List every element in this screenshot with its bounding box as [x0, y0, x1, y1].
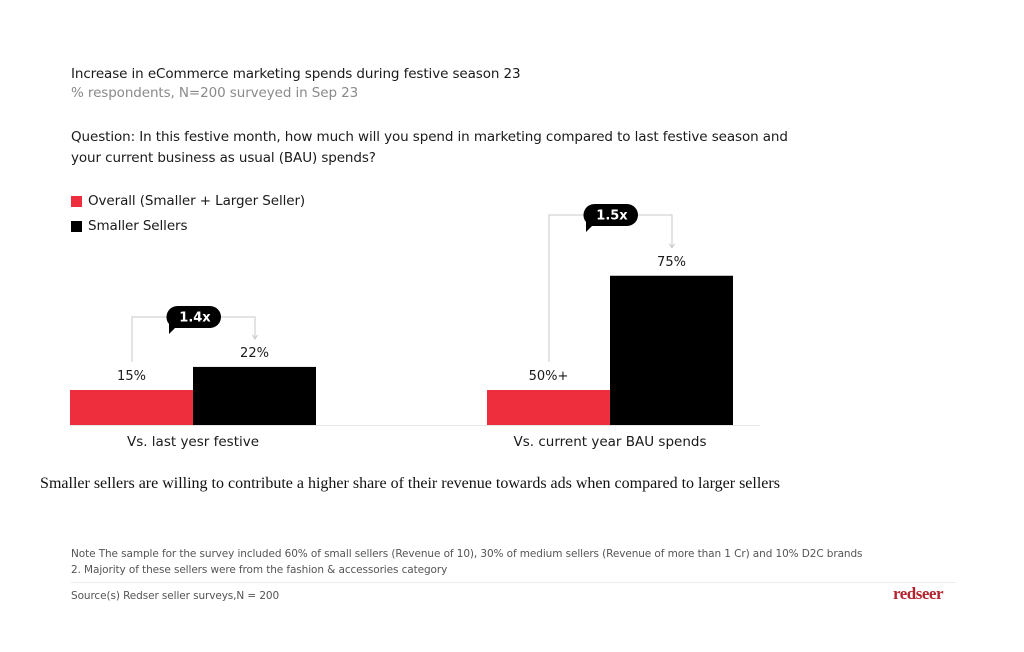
footer-divider — [71, 582, 956, 583]
multiplier-callout-label: 1.4x — [179, 311, 211, 326]
footnote-line-2: 2. Majority of these sellers were from t… — [71, 564, 448, 576]
bracket-arrow-icon — [252, 334, 258, 340]
chart-title: Increase in eCommerce marketing spends d… — [71, 66, 521, 82]
data-label-overall: 15% — [117, 369, 146, 384]
multiplier-callout-label: 1.5x — [596, 209, 628, 224]
legend-swatch-overall — [71, 195, 82, 207]
data-label-smaller-sellers: 75% — [657, 255, 686, 270]
multiplier-callout-bubble — [583, 203, 638, 232]
data-label-smaller-sellers: 22% — [240, 346, 269, 361]
category-label: Vs. current year BAU spends — [514, 434, 707, 450]
key-takeaway: Smaller sellers are willing to contribut… — [40, 475, 780, 492]
redseer-logo: redseer — [893, 584, 944, 603]
multiplier-callout-bubble — [166, 305, 221, 334]
legend-label-overall: Overall (Smaller + Larger Seller) — [88, 193, 306, 209]
chart-subtitle: % respondents, N=200 surveyed in Sep 23 — [71, 85, 359, 101]
bar-overall — [487, 390, 610, 425]
bar-smaller-sellers — [193, 366, 316, 425]
bracket-arrow-icon — [669, 243, 675, 249]
source-text: Source(s) Redser seller surveys,N = 200 — [71, 590, 280, 602]
legend-label-smaller: Smaller Sellers — [88, 218, 188, 234]
footnote-line-1: Note The sample for the survey included … — [71, 548, 863, 560]
data-label-overall: 50%+ — [529, 369, 569, 384]
legend-item-overall: Overall (Smaller + Larger Seller) — [71, 193, 305, 209]
legend-item-smaller: Smaller Sellers — [71, 218, 188, 234]
survey-question: Question: In this festive month, how muc… — [71, 129, 788, 166]
bar-smaller-sellers — [610, 275, 733, 425]
bar-overall — [70, 390, 193, 425]
footnote: Note The sample for the survey included … — [71, 546, 863, 578]
category-label: Vs. last yesr festive — [127, 434, 259, 450]
legend-swatch-smaller — [71, 220, 82, 232]
